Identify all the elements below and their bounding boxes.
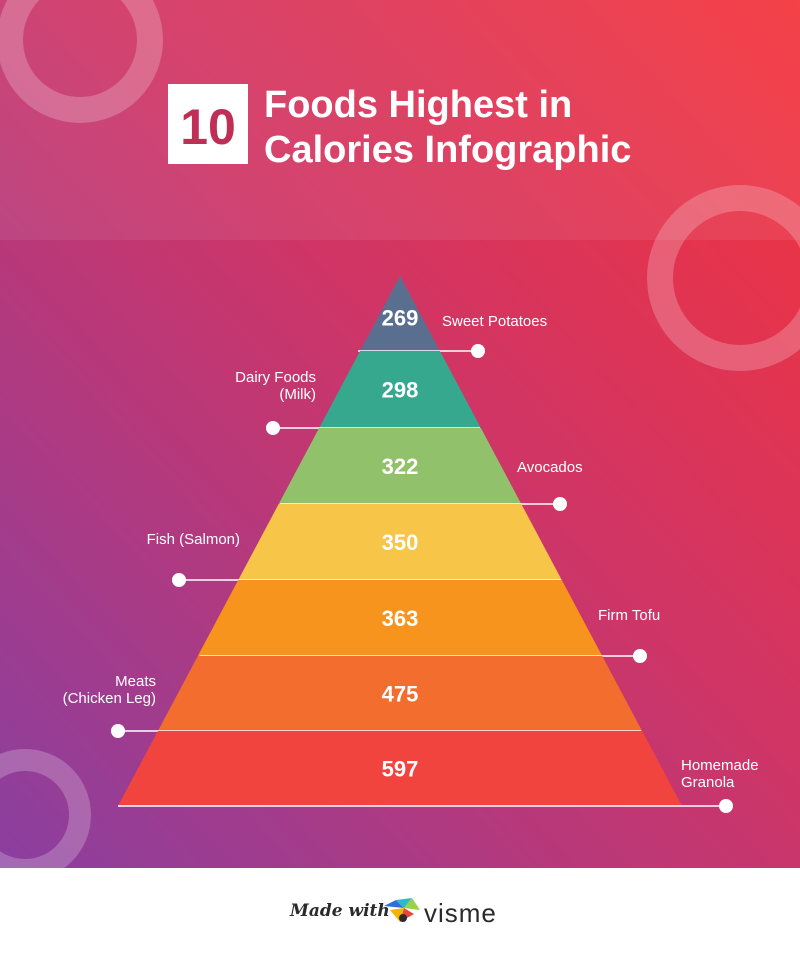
connector-dot-sweet-potatoes (471, 344, 485, 358)
connector-dot-dairy-foods-milk (266, 421, 280, 435)
connector-dot-fish-salmon (172, 573, 186, 587)
tier-meats-chicken-leg (157, 656, 643, 731)
value-label-dairy-foods-milk: 298 (382, 378, 419, 403)
tier-dairy-foods-milk (319, 351, 481, 428)
decor-ring-top-left (0, 0, 163, 123)
tier-avocados (278, 428, 522, 504)
category-label-avocados: Avocados (517, 459, 583, 476)
value-label-sweet-potatoes: 269 (382, 306, 419, 331)
pyramid-chart: 269 Sweet Potatoes 298 Dairy Foods(Milk) 322… (63, 276, 759, 813)
made-with-text: Made with (290, 901, 390, 921)
connector-dot-meats-chicken-leg (111, 724, 125, 738)
category-label-dairy-foods-milk-line-2: (Milk) (279, 386, 316, 403)
header-band (0, 0, 800, 240)
category-label-meats-chicken-leg-line-2: (Chicken Leg) (63, 690, 156, 707)
category-label-homemade-granola-line-1: Homemade (681, 757, 759, 774)
value-label-avocados: 322 (382, 454, 419, 479)
title-line-2: Calories Infographic (264, 129, 631, 171)
connector-dot-firm-tofu (633, 649, 647, 663)
category-label-firm-tofu: Firm Tofu (598, 607, 660, 624)
category-label-fish-salmon: Fish (Salmon) (147, 531, 240, 548)
visme-brand: visme (424, 898, 497, 928)
category-label-homemade-granola-line-2: Granola (681, 774, 735, 791)
category-label-sweet-potatoes: Sweet Potatoes (442, 313, 547, 330)
tier-firm-tofu (197, 580, 603, 656)
category-label-meats-chicken-leg-line-1: Meats (115, 673, 156, 690)
value-label-meats-chicken-leg: 475 (382, 682, 419, 707)
value-label-homemade-granola: 597 (382, 757, 419, 782)
connector-dot-avocados (553, 497, 567, 511)
title-line-1: Foods Highest in (264, 84, 572, 126)
title-number-box (168, 84, 248, 164)
connector-dot-homemade-granola (719, 799, 733, 813)
value-label-firm-tofu: 363 (382, 606, 419, 631)
tier-sweet-potatoes (360, 276, 440, 351)
category-label-dairy-foods-milk-line-1: Dairy Foods (235, 369, 316, 386)
value-label-fish-salmon: 350 (382, 530, 419, 555)
decor-ring-right (647, 185, 800, 371)
title-number: 10 (180, 99, 236, 155)
tier-homemade-granola (118, 731, 682, 806)
tier-fish-salmon (238, 504, 562, 580)
visme-logo-icon (384, 898, 420, 922)
